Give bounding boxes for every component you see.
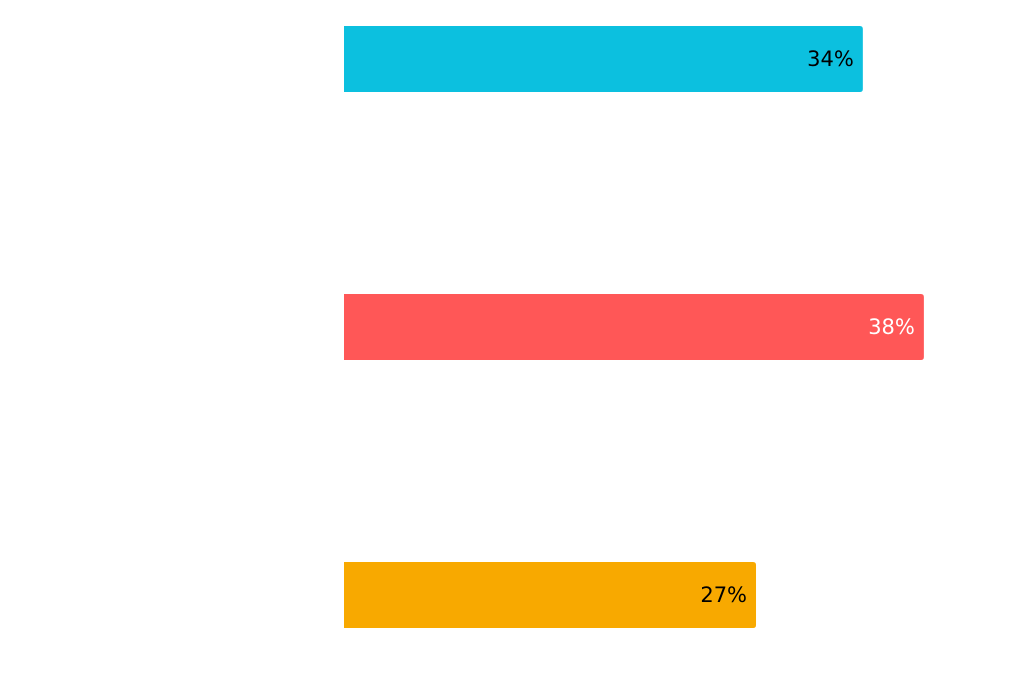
bar [344,294,924,360]
value-label: 38% [868,315,915,339]
value-label: 27% [700,583,747,607]
value-label: 34% [807,47,854,71]
bar [344,562,757,628]
bar [344,26,863,92]
